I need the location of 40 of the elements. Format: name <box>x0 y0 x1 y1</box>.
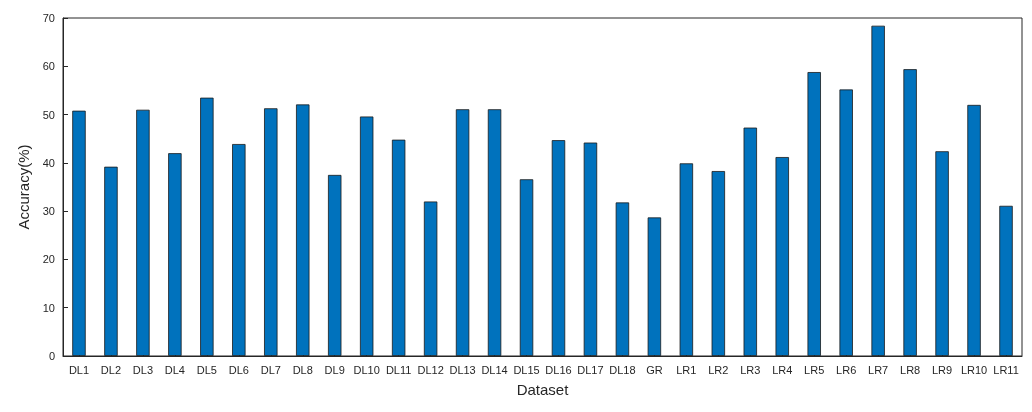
y-tick-label: 0 <box>48 350 55 362</box>
y-axis-title: Accuracy(%) <box>15 144 32 230</box>
y-tick-label: 10 <box>42 301 55 314</box>
x-tick-label: DL18 <box>609 363 636 376</box>
x-tick-label: DL4 <box>164 363 185 376</box>
y-tick-label: 20 <box>42 253 55 266</box>
x-tick-label: DL10 <box>353 363 380 376</box>
y-tick-label: 60 <box>42 60 55 73</box>
x-tick-label: DL13 <box>449 363 476 376</box>
x-tick-label: DL11 <box>385 363 412 376</box>
x-axis-title: Dataset <box>516 381 570 398</box>
x-tick-label: DL15 <box>513 363 540 376</box>
y-tick-label: 50 <box>42 108 55 121</box>
x-tick-label: LR8 <box>900 363 921 376</box>
x-tick-label: LR2 <box>708 363 729 376</box>
y-tick-label: 70 <box>42 12 55 24</box>
x-tick-label: DL6 <box>228 363 249 376</box>
x-tick-label: DL16 <box>545 363 572 376</box>
x-tick-label: DL17 <box>577 363 604 376</box>
x-tick-label: DL14 <box>481 363 508 376</box>
x-tick-label: LR6 <box>836 363 857 376</box>
y-tick-label: 30 <box>42 205 55 218</box>
x-tick-label: LR10 <box>960 363 988 376</box>
x-tick-label: DL12 <box>417 363 444 376</box>
y-tick-label: 40 <box>42 156 55 169</box>
x-tick-label: DL7 <box>260 363 281 376</box>
x-tick-label: DL9 <box>324 363 345 376</box>
x-tick-label: GR <box>646 363 663 376</box>
x-tick-label: DL3 <box>132 363 154 376</box>
x-tick-label: LR3 <box>740 363 761 376</box>
x-tick-label: LR5 <box>804 363 825 376</box>
x-tick-label: LR4 <box>772 363 793 376</box>
x-tick-label: DL5 <box>196 363 217 376</box>
x-tick-label: LR1 <box>676 363 697 376</box>
x-tick-label: DL8 <box>292 363 313 376</box>
x-tick-label: LR11 <box>993 363 1019 376</box>
x-tick-label: DL1 <box>68 363 90 376</box>
x-tick-label: DL2 <box>100 363 122 376</box>
x-tick-label: LR9 <box>931 363 953 376</box>
x-tick-label: LR7 <box>868 363 889 376</box>
